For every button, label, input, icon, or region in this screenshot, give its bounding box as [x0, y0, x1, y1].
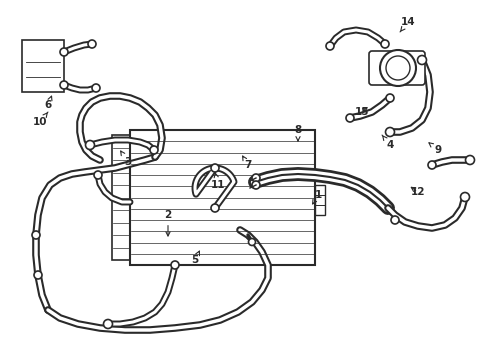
Circle shape	[466, 156, 474, 165]
Circle shape	[252, 174, 260, 182]
Text: 11: 11	[211, 173, 225, 190]
Circle shape	[380, 50, 416, 86]
Bar	[22, 40, 64, 92]
Bar	[315, 185, 325, 215]
Circle shape	[60, 81, 68, 89]
Text: 13: 13	[385, 57, 399, 70]
Circle shape	[150, 146, 158, 154]
Circle shape	[417, 55, 426, 64]
Text: 7: 7	[243, 156, 252, 170]
Circle shape	[60, 48, 68, 56]
Circle shape	[103, 320, 113, 328]
FancyBboxPatch shape	[369, 51, 425, 85]
Text: 4: 4	[382, 135, 393, 150]
Circle shape	[32, 231, 40, 239]
Bar	[130, 130, 315, 265]
Circle shape	[252, 181, 260, 189]
Text: 10: 10	[33, 112, 48, 127]
Text: 12: 12	[411, 187, 425, 197]
Text: 3: 3	[121, 151, 132, 167]
Circle shape	[211, 204, 219, 212]
Text: 14: 14	[400, 17, 416, 32]
Circle shape	[386, 127, 394, 136]
Circle shape	[428, 161, 436, 169]
Circle shape	[386, 94, 394, 102]
Circle shape	[92, 84, 100, 92]
Circle shape	[171, 261, 179, 269]
Circle shape	[248, 238, 255, 246]
Circle shape	[326, 42, 334, 50]
Text: 5: 5	[192, 251, 199, 265]
Circle shape	[346, 114, 354, 122]
Circle shape	[94, 171, 102, 179]
Circle shape	[211, 164, 219, 172]
Circle shape	[391, 216, 399, 224]
Circle shape	[386, 56, 410, 80]
Text: 15: 15	[355, 107, 369, 117]
Text: 8: 8	[294, 125, 302, 141]
Bar	[112, 135, 130, 260]
Text: 6: 6	[45, 96, 52, 110]
Circle shape	[85, 140, 95, 149]
Text: 2: 2	[164, 210, 171, 236]
Text: 1: 1	[313, 190, 321, 204]
Circle shape	[88, 40, 96, 48]
Circle shape	[381, 40, 389, 48]
Text: 9: 9	[429, 143, 441, 155]
Circle shape	[461, 193, 469, 202]
Circle shape	[34, 271, 42, 279]
